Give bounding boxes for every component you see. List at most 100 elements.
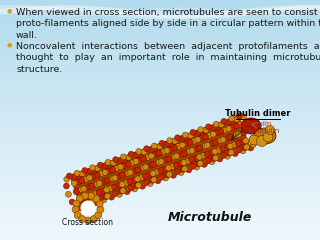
Circle shape xyxy=(144,146,150,152)
Circle shape xyxy=(173,153,180,159)
Circle shape xyxy=(194,164,200,170)
Circle shape xyxy=(136,148,142,154)
Circle shape xyxy=(195,130,201,136)
Circle shape xyxy=(249,127,255,133)
Circle shape xyxy=(149,146,155,152)
Circle shape xyxy=(167,138,173,144)
Circle shape xyxy=(198,135,204,141)
Circle shape xyxy=(208,150,214,156)
Circle shape xyxy=(222,127,228,133)
Text: ●: ● xyxy=(7,8,12,13)
Circle shape xyxy=(101,163,107,169)
Circle shape xyxy=(182,166,188,172)
Circle shape xyxy=(164,141,170,147)
Circle shape xyxy=(72,174,77,180)
Circle shape xyxy=(189,148,195,154)
Circle shape xyxy=(78,171,84,177)
Circle shape xyxy=(159,140,165,146)
Circle shape xyxy=(170,172,176,178)
Circle shape xyxy=(220,146,226,152)
Circle shape xyxy=(225,120,231,126)
Circle shape xyxy=(170,164,176,170)
Circle shape xyxy=(73,189,79,195)
Circle shape xyxy=(74,204,80,210)
Circle shape xyxy=(105,193,110,199)
Circle shape xyxy=(114,165,120,171)
Circle shape xyxy=(96,190,102,196)
Circle shape xyxy=(97,196,103,202)
Circle shape xyxy=(139,174,145,180)
Circle shape xyxy=(210,125,215,131)
Circle shape xyxy=(79,187,84,193)
Circle shape xyxy=(125,161,131,167)
Circle shape xyxy=(89,198,95,204)
Circle shape xyxy=(236,131,241,137)
Circle shape xyxy=(171,138,177,144)
Circle shape xyxy=(205,158,211,164)
Circle shape xyxy=(234,116,240,122)
Circle shape xyxy=(97,206,104,213)
Text: β-Tubulin: β-Tubulin xyxy=(247,128,279,134)
Circle shape xyxy=(125,170,131,176)
Circle shape xyxy=(86,184,92,190)
Circle shape xyxy=(197,160,203,166)
Circle shape xyxy=(195,137,201,143)
Text: Microtubule: Microtubule xyxy=(168,211,252,224)
Circle shape xyxy=(96,200,103,207)
Circle shape xyxy=(151,177,157,183)
Circle shape xyxy=(148,162,154,168)
Circle shape xyxy=(146,172,152,178)
Circle shape xyxy=(119,172,125,178)
Circle shape xyxy=(164,148,170,154)
Circle shape xyxy=(156,159,162,165)
Circle shape xyxy=(133,152,139,158)
Circle shape xyxy=(204,142,211,148)
Circle shape xyxy=(96,196,102,202)
Circle shape xyxy=(81,195,86,201)
Circle shape xyxy=(163,141,169,147)
Circle shape xyxy=(90,216,97,222)
Circle shape xyxy=(103,193,109,199)
Circle shape xyxy=(243,138,249,144)
Text: When viewed in cross section, microtubules are seen to consist of 13
proto-filam: When viewed in cross section, microtubul… xyxy=(16,8,320,40)
Circle shape xyxy=(187,149,193,155)
Circle shape xyxy=(119,181,125,187)
Circle shape xyxy=(245,119,251,125)
Circle shape xyxy=(203,127,209,133)
Circle shape xyxy=(166,156,172,162)
Circle shape xyxy=(180,135,186,141)
Circle shape xyxy=(243,144,248,150)
Circle shape xyxy=(127,169,133,175)
Circle shape xyxy=(233,117,239,123)
Circle shape xyxy=(76,195,83,202)
Circle shape xyxy=(181,166,187,172)
Circle shape xyxy=(168,146,174,152)
Circle shape xyxy=(202,128,208,134)
Circle shape xyxy=(98,171,104,177)
Circle shape xyxy=(248,145,254,151)
Circle shape xyxy=(188,163,194,169)
Circle shape xyxy=(116,191,122,197)
Circle shape xyxy=(158,159,164,165)
Circle shape xyxy=(166,171,172,177)
Circle shape xyxy=(106,168,112,174)
Circle shape xyxy=(105,159,111,165)
Ellipse shape xyxy=(241,118,261,134)
Circle shape xyxy=(63,183,69,189)
Circle shape xyxy=(140,183,146,189)
Circle shape xyxy=(220,137,226,143)
Circle shape xyxy=(210,140,216,146)
Circle shape xyxy=(151,143,157,149)
Circle shape xyxy=(85,202,92,208)
Circle shape xyxy=(69,199,75,205)
Circle shape xyxy=(112,190,118,196)
Circle shape xyxy=(228,150,234,156)
Circle shape xyxy=(205,124,212,130)
Circle shape xyxy=(156,144,161,150)
Circle shape xyxy=(165,172,171,178)
Circle shape xyxy=(104,178,110,184)
Circle shape xyxy=(150,177,156,183)
Circle shape xyxy=(143,180,149,186)
Circle shape xyxy=(108,185,114,191)
Circle shape xyxy=(202,143,208,149)
